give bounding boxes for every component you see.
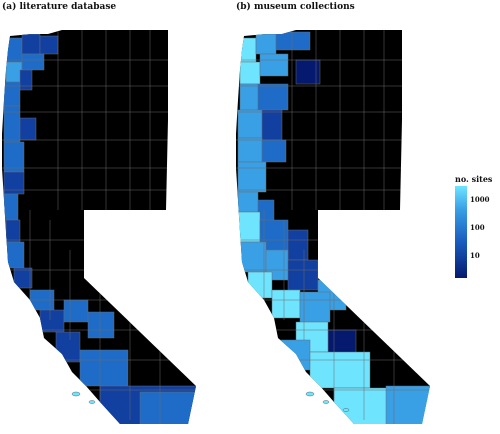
county — [247, 271, 273, 299]
legend-gradient — [455, 186, 467, 278]
county — [39, 35, 59, 55]
legend-tick-100: 100 — [470, 223, 485, 232]
county — [39, 309, 65, 333]
county — [257, 199, 275, 221]
county — [237, 137, 263, 163]
county — [3, 193, 19, 221]
legend-title: no. sites — [455, 174, 493, 184]
county — [239, 61, 261, 85]
panel-title-museum: (b) museum collections — [236, 2, 355, 12]
county — [19, 117, 37, 141]
county — [261, 139, 287, 163]
county — [237, 161, 267, 193]
county — [255, 33, 277, 55]
county — [21, 53, 45, 71]
county — [271, 289, 301, 319]
county-borders-b — [236, 30, 430, 424]
county — [257, 83, 289, 111]
county — [295, 59, 321, 85]
state-outline-b — [236, 30, 430, 424]
channel-islands — [71, 391, 350, 412]
county — [3, 171, 25, 195]
county — [287, 229, 309, 261]
county — [327, 329, 357, 357]
county — [3, 141, 25, 173]
county — [287, 259, 319, 291]
county — [385, 385, 430, 424]
county — [87, 311, 115, 339]
county — [259, 53, 289, 77]
county-borders-a — [2, 30, 196, 424]
county — [261, 109, 283, 141]
county — [239, 37, 257, 63]
county — [237, 109, 263, 139]
county — [5, 37, 23, 63]
county — [19, 69, 33, 91]
county — [63, 299, 89, 323]
county — [275, 31, 311, 51]
county — [299, 291, 331, 323]
legend-tick-1000: 1000 — [470, 195, 490, 204]
map-museum — [236, 30, 430, 424]
county — [279, 339, 311, 371]
county — [237, 191, 259, 213]
county — [3, 105, 21, 143]
county — [55, 331, 81, 363]
county — [3, 81, 21, 107]
county — [5, 219, 21, 243]
county — [5, 241, 25, 269]
county — [239, 241, 267, 273]
county — [139, 391, 196, 424]
county — [237, 211, 261, 243]
legend-tick-10: 10 — [470, 251, 480, 260]
county — [13, 267, 33, 289]
county — [79, 349, 129, 387]
map-literature — [2, 30, 196, 424]
county — [5, 61, 23, 83]
panel-title-literature: (a) literature database — [2, 2, 117, 12]
county — [21, 33, 41, 55]
county — [239, 83, 259, 111]
county — [309, 351, 371, 389]
